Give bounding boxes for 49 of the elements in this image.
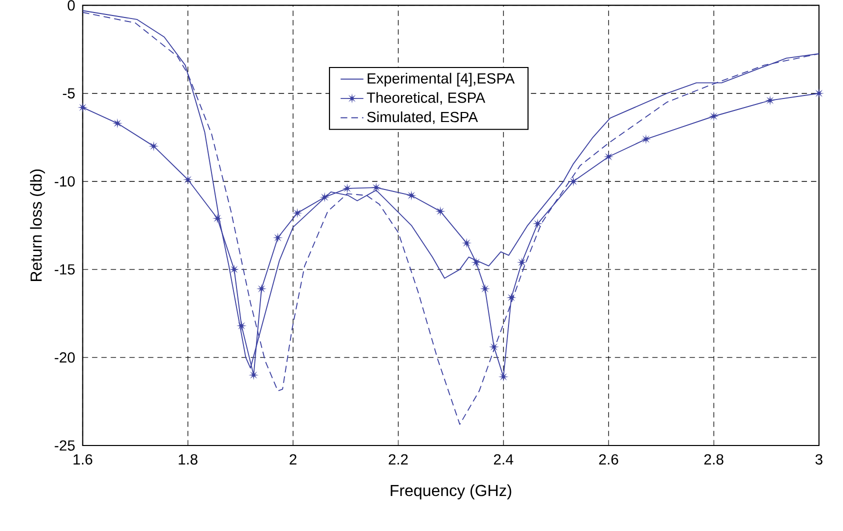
y-tick-label: 0	[68, 0, 75, 11]
point	[488, 342, 500, 352]
y-tick-label: -5	[62, 88, 75, 99]
point	[148, 141, 159, 152]
legend-label: Theoretical, ESPA	[366, 92, 486, 105]
x-tick-label: 1.6	[74, 454, 92, 465]
point	[292, 208, 302, 218]
y-tick-label: -10	[54, 176, 75, 187]
point	[765, 95, 776, 106]
legend-label: Simulated, ESPA	[367, 111, 478, 124]
x-tick-label: 2.8	[704, 454, 724, 465]
point	[480, 284, 490, 294]
point	[256, 284, 267, 294]
x-tick-label: 3	[815, 454, 822, 465]
point	[212, 213, 222, 224]
point	[342, 183, 352, 194]
point	[229, 264, 240, 275]
point	[516, 257, 527, 268]
point	[640, 134, 652, 144]
point	[371, 182, 382, 193]
point	[708, 111, 719, 122]
x-tick-label: 1.8	[178, 454, 198, 465]
x-tick-label: 2.2	[388, 454, 408, 465]
legend-label: Experimental [4],ESPA	[368, 72, 515, 87]
point	[462, 238, 472, 248]
point	[112, 118, 122, 128]
point	[498, 372, 509, 382]
point	[182, 174, 193, 185]
point	[78, 102, 88, 113]
y-tick-label: -20	[54, 352, 75, 363]
point	[236, 320, 247, 331]
point	[248, 370, 259, 380]
point	[506, 292, 516, 303]
x-axis-title: Frequency (GHz)	[390, 484, 512, 500]
y-tick-label: -15	[54, 264, 75, 275]
y-axis-title: Return loss (db)	[30, 170, 45, 282]
point	[604, 152, 614, 162]
point	[272, 232, 283, 243]
y-tick-label: -25	[54, 440, 75, 451]
point	[568, 176, 578, 187]
point	[320, 192, 330, 202]
x-tick-label: 2.4	[494, 454, 514, 465]
x-tick-label: 2.6	[599, 454, 618, 465]
point	[532, 218, 543, 229]
point	[814, 88, 824, 98]
point	[406, 190, 416, 201]
x-tick-label: 2	[290, 454, 296, 465]
point	[435, 206, 446, 216]
point	[471, 257, 482, 268]
